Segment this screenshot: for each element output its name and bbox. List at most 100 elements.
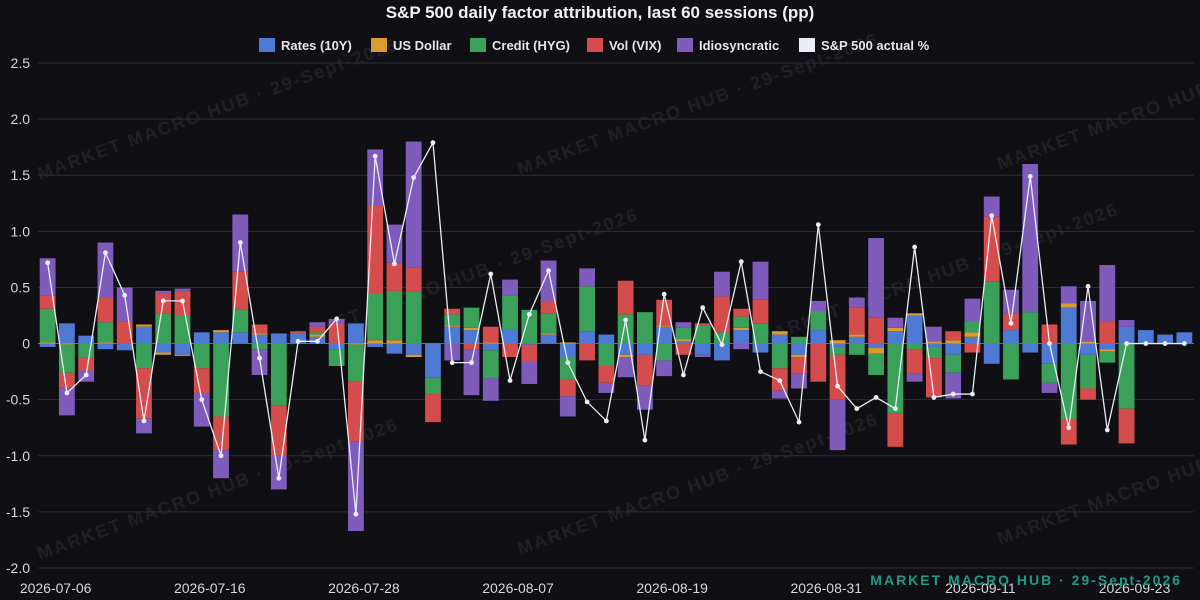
bar-segment (155, 343, 172, 353)
bar-segment (193, 332, 210, 344)
actual-point (1066, 425, 1072, 431)
bar-segment (983, 216, 1000, 282)
bar-segment (1060, 343, 1077, 420)
actual-point (449, 360, 455, 366)
bar-segment (1041, 324, 1058, 344)
bar-segment (656, 299, 673, 326)
bar-segment (771, 331, 788, 335)
bar-segment (617, 314, 634, 344)
bar-segment (617, 354, 634, 358)
actual-point (1008, 320, 1014, 326)
bar-segment (868, 343, 884, 349)
bar-segment (213, 343, 229, 417)
bar-segment (97, 242, 114, 298)
bar-segment (559, 357, 576, 380)
bar-segment (521, 344, 538, 362)
bar-segment (328, 323, 345, 344)
actual-point (892, 406, 898, 412)
actual-point (546, 268, 551, 274)
actual-point (700, 305, 706, 311)
bar-segment (964, 343, 981, 353)
x-tick-label: 2026-08-07 (482, 580, 554, 596)
actual-point (122, 292, 128, 298)
bar-segment (848, 343, 865, 355)
actual-point (507, 378, 513, 383)
bar-segment (791, 336, 807, 344)
bar-segment (559, 379, 576, 397)
bar-segment (1022, 343, 1039, 353)
bar-segment (1060, 286, 1077, 304)
actual-point (199, 397, 205, 403)
legend-swatch (677, 38, 693, 52)
actual-point (623, 317, 629, 323)
bar-segment (829, 346, 846, 355)
x-tick-label: 2026-07-16 (174, 580, 246, 596)
bar-segment (656, 360, 673, 377)
actual-line (45, 140, 1187, 517)
bar-segment (155, 352, 172, 355)
actual-point (141, 418, 147, 424)
bar-segment (906, 313, 923, 316)
bar-segment (1118, 326, 1135, 344)
bar-segment (78, 357, 95, 371)
bar-segment (733, 316, 750, 328)
bar-segment (945, 343, 962, 355)
legend-swatch (587, 38, 603, 52)
actual-point (64, 390, 70, 396)
bar-segment (1176, 332, 1193, 344)
bar-segment (386, 262, 403, 291)
bar-segment (540, 313, 557, 334)
bar-segment (1099, 321, 1116, 344)
bar-segment (694, 325, 711, 344)
bar-segment (733, 343, 750, 350)
actual-point (758, 369, 763, 375)
bar-segment (983, 281, 1000, 344)
actual-point (180, 298, 185, 304)
bar-segment (1099, 349, 1116, 352)
legend-swatch (470, 38, 486, 52)
bar-segment (656, 343, 673, 361)
y-tick-label: 2.5 (11, 55, 31, 71)
watermark: MARKET MACRO HUB · 29-Sept-2026 (995, 399, 1200, 549)
actual-point (603, 418, 609, 424)
bar-segment (1060, 303, 1077, 308)
bar-segment (386, 290, 403, 341)
bar-segment (945, 331, 962, 341)
bar-segment (270, 455, 287, 490)
legend-swatch (259, 38, 275, 52)
bar-segment (656, 325, 673, 327)
bar-segment (791, 343, 807, 355)
bar-segment (1118, 408, 1135, 444)
bar-segment (714, 296, 730, 333)
bar-segment (213, 332, 229, 344)
bar-segment (868, 353, 884, 375)
actual-point (912, 244, 918, 250)
bar-segment (309, 326, 326, 333)
bar-segment (1080, 300, 1096, 342)
bar-segment (232, 332, 249, 344)
bar-segment (906, 343, 923, 350)
bar-segment (675, 322, 692, 328)
bar-segment (1022, 164, 1039, 313)
bar-segment (810, 311, 827, 331)
bar-segment (598, 382, 615, 393)
bar-segment (309, 332, 326, 335)
bar-segment (868, 238, 884, 318)
bar-segment (155, 290, 172, 294)
x-tick-label: 2026-09-23 (1099, 580, 1171, 596)
bar-segment (482, 342, 499, 344)
legend-label: Rates (10Y) (281, 38, 352, 53)
bar-segment (116, 321, 133, 344)
actual-point (83, 372, 89, 378)
bar-segment (116, 287, 133, 322)
bar-segment (906, 315, 923, 344)
actual-point (237, 240, 243, 245)
bar-segment (906, 373, 923, 382)
bar-segment (559, 343, 576, 358)
actual-point (854, 406, 860, 412)
actual-point (276, 475, 282, 481)
bar-segment (405, 343, 422, 355)
bar-segment (752, 299, 769, 324)
bar-segment (675, 327, 692, 340)
bar-segment (926, 341, 942, 344)
